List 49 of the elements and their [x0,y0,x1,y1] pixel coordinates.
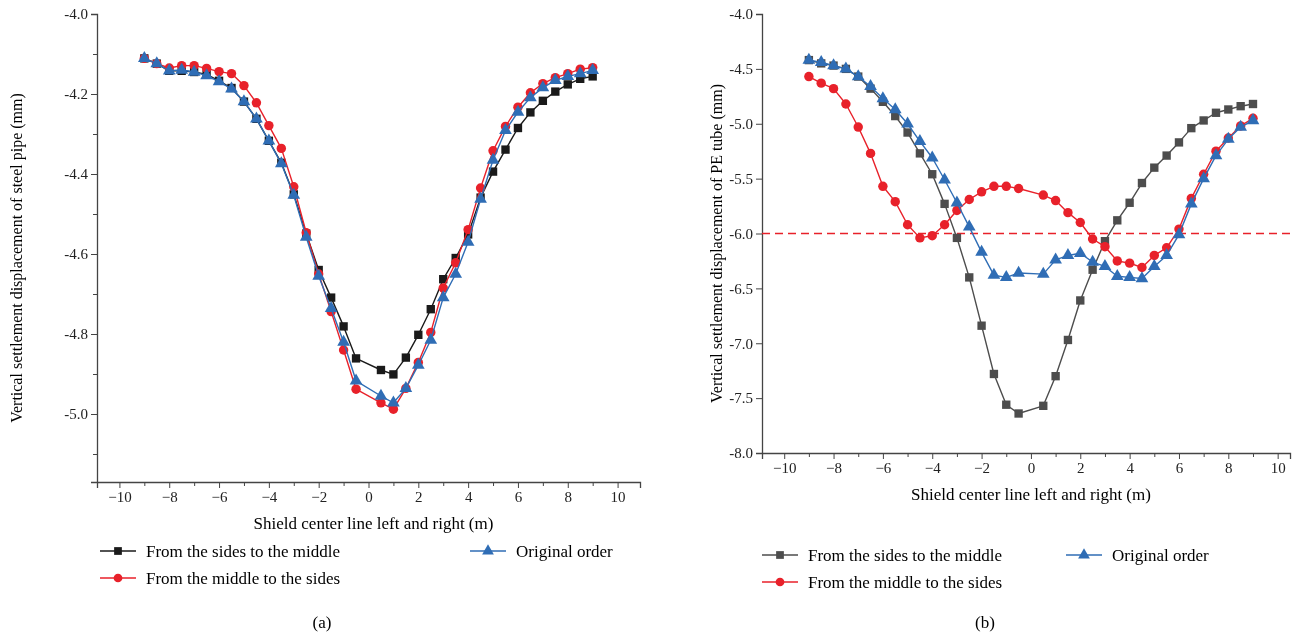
x-tick-label: 8 [564,488,573,505]
text: (a) [312,613,332,632]
x-tick-label: −10 [772,459,797,476]
y-tick-label: -4.5 [729,61,753,78]
x-axis-title: Shield center line left and right (m) [911,485,1151,504]
x-tick-label: 8 [1225,459,1233,476]
legend-label: From the middle to the sides [808,573,1003,592]
x-tick-label: −6 [875,459,892,476]
y-tick-label: -4.8 [64,326,88,343]
x-tick-label: −8 [161,488,178,505]
legend-label: Original order [516,542,614,561]
x-tick-label: 0 [365,488,373,505]
x-tick-label: −8 [826,459,843,476]
x-tick-label: −4 [924,459,942,476]
x-tick-label: 4 [1126,459,1135,476]
y-tick-label: -7.5 [729,390,753,407]
x-tick-label: −6 [211,488,229,505]
y-tick-label: -5.5 [729,170,753,187]
y-tick-label: -4.4 [64,166,89,183]
x-axis-title: Shield center line left and right (m) [253,514,494,533]
x-tick-label: 4 [464,488,473,505]
x-tick-label: 10 [1270,459,1286,476]
x-tick-label: −10 [108,488,132,505]
x-tick-label: 10 [610,488,626,505]
x-tick-label: 6 [514,488,523,505]
x-tick-label: −2 [311,488,328,505]
text: (b) [975,613,995,632]
y-tick-label: -4.0 [64,6,88,23]
y-tick-label: -8.0 [729,445,753,462]
y-tick-label: -5.0 [64,406,88,423]
x-tick-label: −2 [974,459,991,476]
y-tick-label: -4.2 [64,86,88,103]
y-axis-title: Vertical settlement displacement of PE tube (mm) [708,83,726,404]
legend-label: From the sides to the middle [146,542,341,561]
legend-label: From the middle to the sides [146,569,341,588]
x-tick-label: 0 [1027,459,1036,476]
legend-label: Original order [1112,546,1210,565]
y-tick-label: -4.0 [729,6,753,23]
x-tick-label: 6 [1175,459,1184,476]
y-tick-label: -5.0 [729,116,753,133]
y-tick-label: -6.0 [729,225,753,242]
y-tick-label: -4.6 [64,246,89,263]
y-tick-label: -6.5 [729,280,753,297]
x-tick-label: 2 [1077,459,1085,476]
x-tick-label: −4 [261,488,278,505]
legend-label: From the sides to the middle [808,546,1003,565]
y-axis-title: Vertical settlement displacement of steel pipe (mm) [8,93,26,423]
y-tick-label: -7.0 [729,335,753,352]
x-tick-label: 2 [415,488,423,505]
